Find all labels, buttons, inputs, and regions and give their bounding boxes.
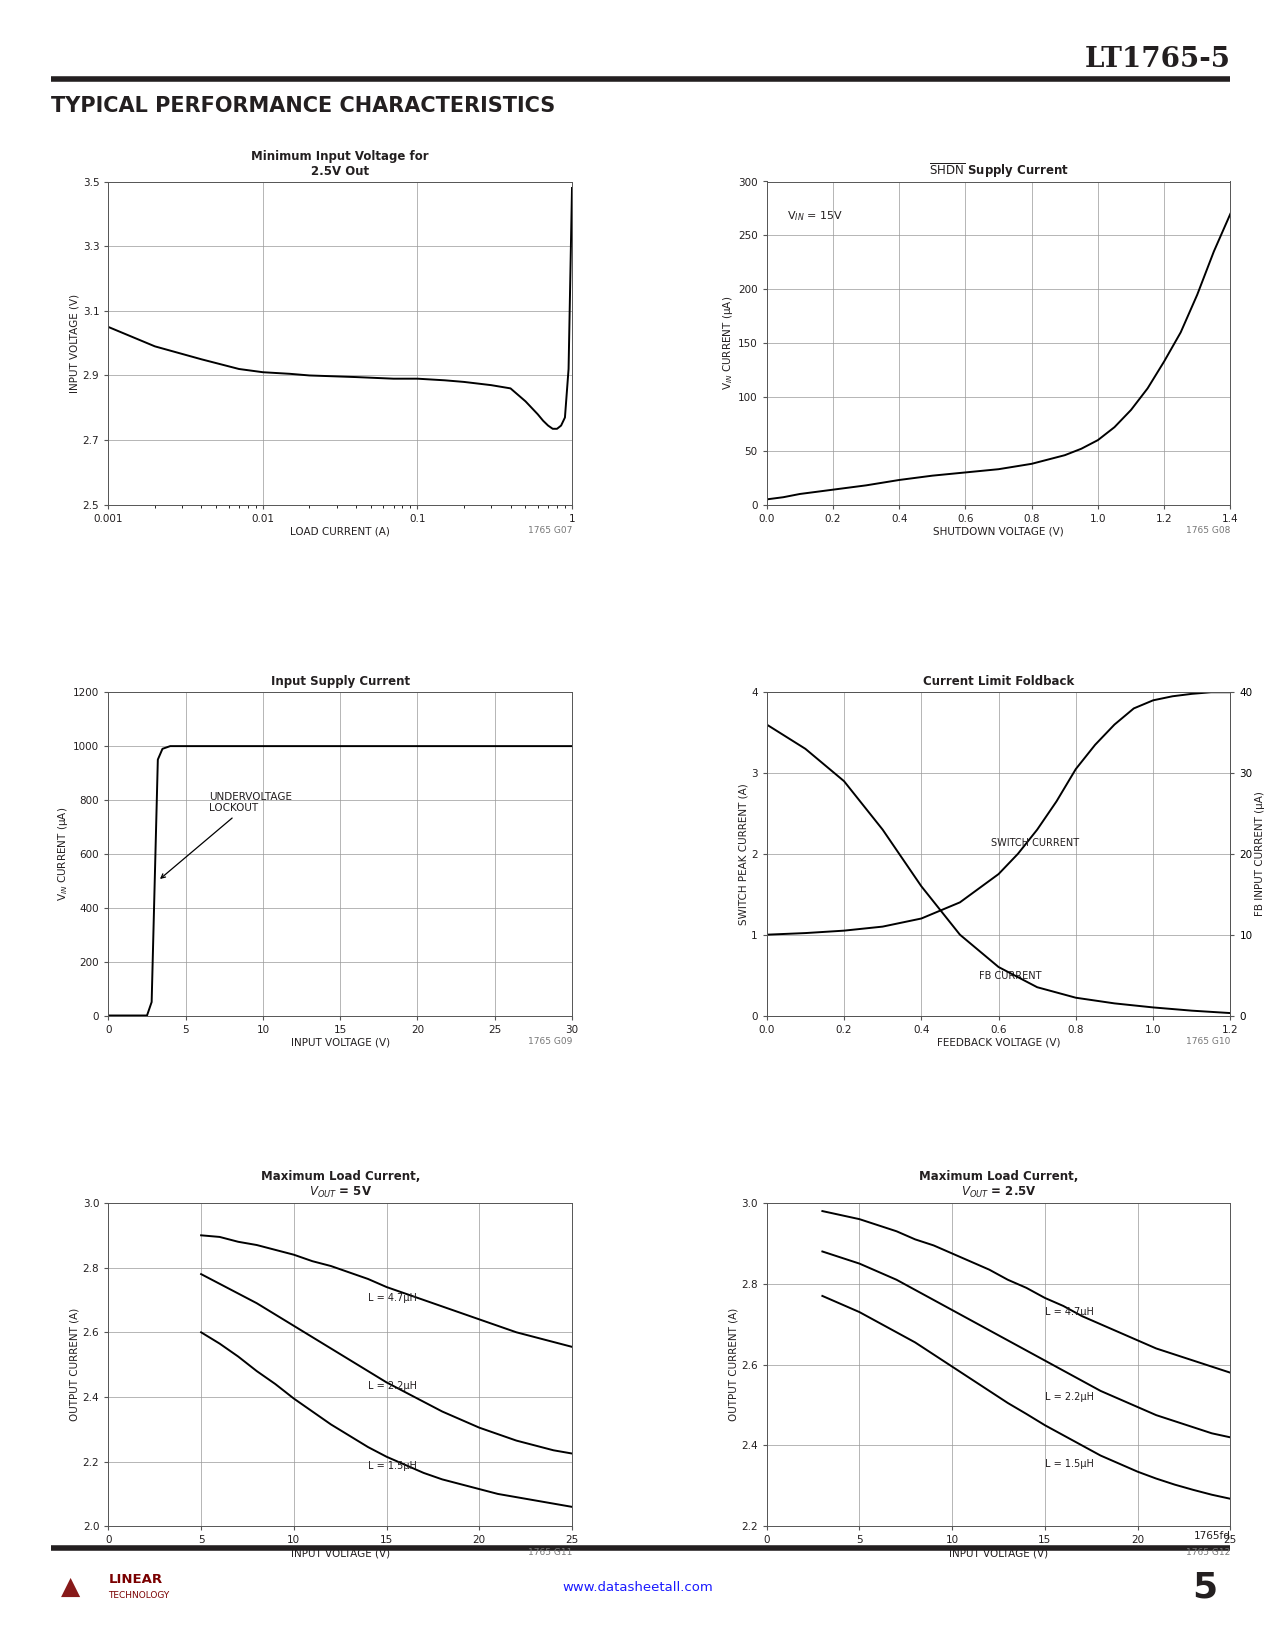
Text: 1765 G08: 1765 G08 [1186, 526, 1230, 535]
Text: UNDERVOLTAGE
LOCKOUT: UNDERVOLTAGE LOCKOUT [161, 792, 292, 878]
Title: Minimum Input Voltage for
2.5V Out: Minimum Input Voltage for 2.5V Out [251, 150, 428, 178]
Text: TYPICAL PERFORMANCE CHARACTERISTICS: TYPICAL PERFORMANCE CHARACTERISTICS [51, 96, 555, 116]
Text: ▲: ▲ [60, 1576, 80, 1599]
X-axis label: INPUT VOLTAGE (V): INPUT VOLTAGE (V) [949, 1548, 1048, 1558]
Title: Current Limit Foldback: Current Limit Foldback [923, 675, 1074, 688]
Text: 1765fd: 1765fd [1193, 1531, 1230, 1541]
Text: L = 4.7μH: L = 4.7μH [1046, 1307, 1094, 1317]
Y-axis label: V$_{IN}$ CURRENT (μA): V$_{IN}$ CURRENT (μA) [56, 807, 70, 901]
Text: 1765 G10: 1765 G10 [1186, 1036, 1230, 1046]
Y-axis label: FB INPUT CURRENT (μA): FB INPUT CURRENT (μA) [1256, 792, 1265, 916]
Text: LINEAR: LINEAR [108, 1572, 162, 1586]
Text: L = 4.7μH: L = 4.7μH [368, 1294, 417, 1304]
Text: V$_{IN}$ = 15V: V$_{IN}$ = 15V [787, 210, 843, 223]
Text: L = 2.2μH: L = 2.2μH [1046, 1393, 1094, 1402]
Text: FB CURRENT: FB CURRENT [979, 972, 1042, 982]
X-axis label: INPUT VOLTAGE (V): INPUT VOLTAGE (V) [291, 1548, 390, 1558]
Text: SWITCH CURRENT: SWITCH CURRENT [991, 838, 1079, 848]
X-axis label: INPUT VOLTAGE (V): INPUT VOLTAGE (V) [291, 1038, 390, 1048]
Text: L = 1.5μH: L = 1.5μH [1046, 1459, 1094, 1468]
Text: www.datasheetall.com: www.datasheetall.com [562, 1581, 713, 1594]
Y-axis label: INPUT VOLTAGE (V): INPUT VOLTAGE (V) [70, 294, 80, 393]
Title: $\overline{\mathrm{SHDN}}$ Supply Current: $\overline{\mathrm{SHDN}}$ Supply Curren… [928, 160, 1068, 180]
Text: 5: 5 [1192, 1571, 1218, 1604]
Text: L = 1.5μH: L = 1.5μH [368, 1462, 417, 1472]
Title: Maximum Load Current,
$V_{OUT}$ = 2.5V: Maximum Load Current, $V_{OUT}$ = 2.5V [919, 1170, 1079, 1200]
Title: Input Supply Current: Input Supply Current [270, 675, 409, 688]
Text: TECHNOLOGY: TECHNOLOGY [108, 1591, 170, 1600]
Text: L = 2.2μH: L = 2.2μH [368, 1381, 417, 1391]
Text: 1765 G07: 1765 G07 [528, 526, 572, 535]
Y-axis label: OUTPUT CURRENT (A): OUTPUT CURRENT (A) [70, 1308, 80, 1421]
Y-axis label: SWITCH PEAK CURRENT (A): SWITCH PEAK CURRENT (A) [738, 784, 748, 924]
Text: 1765 G11: 1765 G11 [528, 1548, 572, 1556]
X-axis label: SHUTDOWN VOLTAGE (V): SHUTDOWN VOLTAGE (V) [933, 526, 1063, 536]
Y-axis label: OUTPUT CURRENT (A): OUTPUT CURRENT (A) [728, 1308, 738, 1421]
Y-axis label: V$_{IN}$ CURRENT (μA): V$_{IN}$ CURRENT (μA) [722, 295, 736, 389]
X-axis label: FEEDBACK VOLTAGE (V): FEEDBACK VOLTAGE (V) [937, 1038, 1061, 1048]
Text: 1765 G12: 1765 G12 [1186, 1548, 1230, 1556]
X-axis label: LOAD CURRENT (A): LOAD CURRENT (A) [291, 526, 390, 536]
Title: Maximum Load Current,
$V_{OUT}$ = 5V: Maximum Load Current, $V_{OUT}$ = 5V [260, 1170, 419, 1200]
Text: 1765 G09: 1765 G09 [528, 1036, 572, 1046]
Text: LT1765-5: LT1765-5 [1084, 46, 1230, 73]
